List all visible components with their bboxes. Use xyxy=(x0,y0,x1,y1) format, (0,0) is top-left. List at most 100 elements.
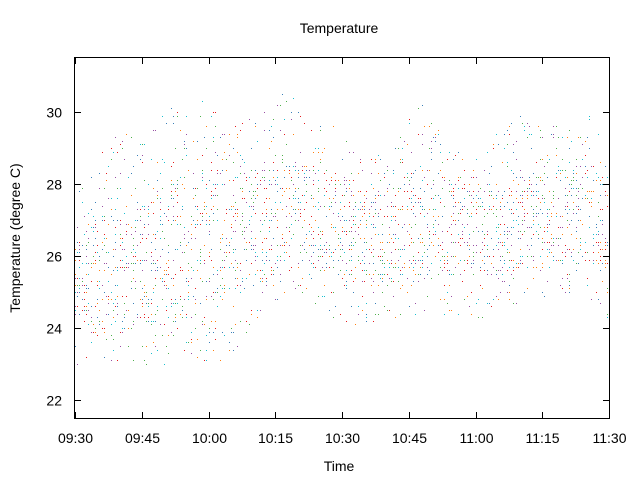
data-point xyxy=(88,242,89,243)
data-point xyxy=(91,281,92,282)
data-point xyxy=(277,105,278,106)
data-point xyxy=(304,123,305,124)
data-point xyxy=(511,209,512,210)
data-point xyxy=(366,317,367,318)
data-point xyxy=(131,195,132,196)
data-point xyxy=(420,274,421,275)
data-point xyxy=(524,213,525,214)
data-point xyxy=(531,256,532,257)
data-point xyxy=(482,202,483,203)
data-point xyxy=(529,126,530,127)
data-point xyxy=(458,188,459,189)
data-point xyxy=(302,170,303,171)
data-point xyxy=(313,267,314,268)
data-point xyxy=(478,198,479,199)
data-point xyxy=(360,220,361,221)
data-point xyxy=(266,252,267,253)
data-point xyxy=(151,314,152,315)
data-point xyxy=(209,332,210,333)
data-point xyxy=(435,195,436,196)
data-point xyxy=(153,188,154,189)
data-point xyxy=(251,148,252,149)
data-point xyxy=(384,216,385,217)
data-point xyxy=(576,238,577,239)
data-point xyxy=(133,303,134,304)
data-point xyxy=(373,321,374,322)
data-point xyxy=(429,238,430,239)
data-point xyxy=(104,263,105,264)
data-point xyxy=(553,134,554,135)
data-point xyxy=(453,206,454,207)
data-point xyxy=(553,260,554,261)
data-point xyxy=(338,260,339,261)
data-point xyxy=(84,299,85,300)
data-point xyxy=(471,292,472,293)
data-point xyxy=(460,260,461,261)
data-point xyxy=(413,281,414,282)
data-point xyxy=(605,242,606,243)
data-point xyxy=(340,220,341,221)
data-point xyxy=(155,321,156,322)
data-point xyxy=(155,278,156,279)
data-point xyxy=(162,116,163,117)
data-point xyxy=(217,220,218,221)
data-point xyxy=(111,335,112,336)
data-point xyxy=(144,317,145,318)
data-point xyxy=(86,249,87,250)
data-point xyxy=(536,267,537,268)
data-point xyxy=(320,256,321,257)
data-point xyxy=(249,191,250,192)
data-point xyxy=(326,249,327,250)
data-point xyxy=(353,195,354,196)
data-point xyxy=(593,166,594,167)
data-point xyxy=(444,263,445,264)
data-point xyxy=(605,191,606,192)
data-point xyxy=(431,263,432,264)
data-point xyxy=(324,148,325,149)
data-point xyxy=(206,335,207,336)
data-point xyxy=(142,306,143,307)
data-point xyxy=(404,263,405,264)
data-point xyxy=(164,213,165,214)
data-point xyxy=(200,116,201,117)
data-point xyxy=(507,238,508,239)
data-point xyxy=(166,274,167,275)
data-point xyxy=(191,317,192,318)
data-point xyxy=(188,281,189,282)
data-point xyxy=(433,216,434,217)
data-point xyxy=(120,234,121,235)
data-point xyxy=(82,188,83,189)
data-point xyxy=(244,227,245,228)
data-point xyxy=(79,252,80,253)
data-point xyxy=(438,195,439,196)
data-point xyxy=(411,227,412,228)
data-point xyxy=(160,202,161,203)
data-point xyxy=(329,267,330,268)
data-point xyxy=(315,220,316,221)
data-point xyxy=(304,242,305,243)
data-point xyxy=(458,180,459,181)
data-point xyxy=(333,252,334,253)
data-point xyxy=(182,252,183,253)
data-point xyxy=(242,281,243,282)
data-point xyxy=(140,159,141,160)
data-point xyxy=(195,227,196,228)
data-point xyxy=(402,249,403,250)
data-point xyxy=(569,162,570,163)
data-point xyxy=(160,267,161,268)
data-point xyxy=(113,339,114,340)
data-point xyxy=(148,303,149,304)
data-point xyxy=(382,292,383,293)
data-point xyxy=(255,191,256,192)
data-point xyxy=(184,144,185,145)
data-point xyxy=(331,252,332,253)
data-point xyxy=(233,332,234,333)
data-point xyxy=(371,159,372,160)
data-point xyxy=(211,170,212,171)
data-point xyxy=(338,216,339,217)
data-point xyxy=(598,177,599,178)
data-point xyxy=(240,155,241,156)
data-point xyxy=(431,188,432,189)
data-point xyxy=(346,231,347,232)
y-tick-label: 30 xyxy=(46,105,62,121)
